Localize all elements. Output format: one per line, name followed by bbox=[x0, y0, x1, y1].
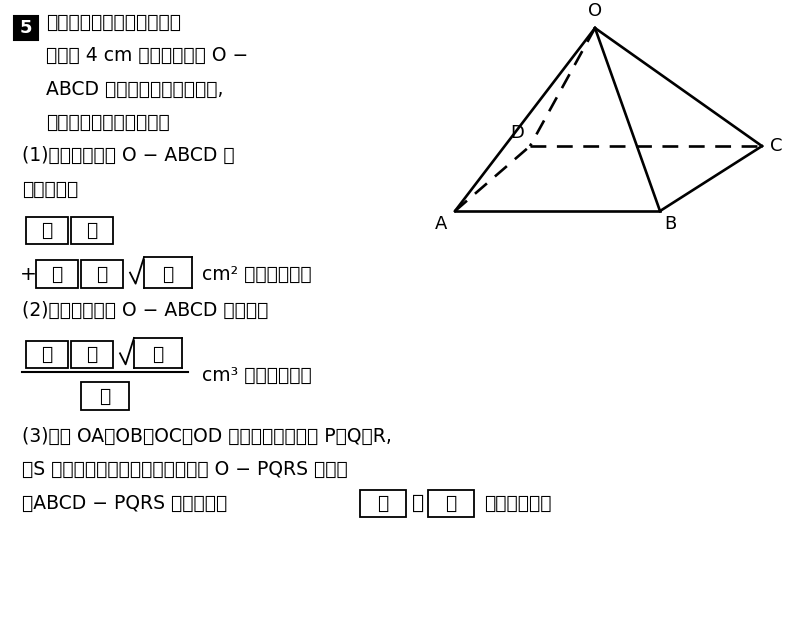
Text: 表面積は: 表面積は bbox=[22, 180, 78, 199]
Text: ケ: ケ bbox=[99, 386, 110, 406]
Text: エ: エ bbox=[96, 265, 108, 283]
Text: ：: ： bbox=[412, 494, 424, 513]
Text: になります。: になります。 bbox=[484, 494, 552, 513]
Text: (3)　辺 OA，OB，OC，OD の中点をそれぞれ P，Q，R,: (3) 辺 OA，OB，OC，OD の中点をそれぞれ P，Q，R, bbox=[22, 427, 392, 446]
Text: オ: オ bbox=[162, 265, 173, 283]
FancyBboxPatch shape bbox=[81, 383, 129, 410]
FancyBboxPatch shape bbox=[71, 217, 113, 245]
Text: D: D bbox=[510, 124, 524, 142]
Text: 長さが 4 cm の正四角すい O −: 長さが 4 cm の正四角すい O − bbox=[46, 46, 248, 65]
Text: S とする。このとき，正四角すい O − PQRS と立体: S とする。このとき，正四角すい O − PQRS と立体 bbox=[22, 460, 348, 479]
Text: 5: 5 bbox=[20, 19, 32, 37]
FancyBboxPatch shape bbox=[428, 489, 474, 517]
FancyBboxPatch shape bbox=[26, 217, 68, 245]
Text: C: C bbox=[770, 137, 782, 155]
Text: cm² になります。: cm² になります。 bbox=[202, 265, 311, 283]
Text: B: B bbox=[664, 215, 676, 233]
Text: ABCD − PQRS の体積比は: ABCD − PQRS の体積比は bbox=[22, 494, 227, 513]
Text: ク: ク bbox=[152, 345, 164, 365]
FancyBboxPatch shape bbox=[81, 260, 123, 288]
Text: サ: サ bbox=[445, 494, 456, 513]
FancyBboxPatch shape bbox=[71, 341, 113, 368]
Text: コ: コ bbox=[377, 494, 388, 513]
FancyBboxPatch shape bbox=[36, 260, 78, 288]
Text: 次の問いに答えなさい。: 次の問いに答えなさい。 bbox=[46, 113, 169, 132]
Text: +: + bbox=[20, 265, 37, 283]
Text: ア: ア bbox=[42, 222, 53, 240]
FancyBboxPatch shape bbox=[26, 341, 68, 368]
Text: ウ: ウ bbox=[51, 265, 62, 283]
Text: (2)　正四角すい O − ABCD の体積は: (2) 正四角すい O − ABCD の体積は bbox=[22, 301, 269, 320]
Text: A: A bbox=[435, 215, 447, 233]
Text: イ: イ bbox=[87, 222, 98, 240]
Text: O: O bbox=[588, 2, 602, 20]
FancyBboxPatch shape bbox=[14, 16, 38, 40]
Text: キ: キ bbox=[87, 345, 98, 365]
FancyBboxPatch shape bbox=[360, 489, 406, 517]
Text: カ: カ bbox=[42, 345, 53, 365]
Text: ABCD があります。このとき,: ABCD があります。このとき, bbox=[46, 79, 224, 99]
Text: cm³ になります。: cm³ になります。 bbox=[202, 366, 312, 385]
Text: (1)　正四角すい O − ABCD の: (1) 正四角すい O − ABCD の bbox=[22, 146, 235, 166]
Text: 図のように，すべての辺の: 図のように，すべての辺の bbox=[46, 13, 181, 32]
